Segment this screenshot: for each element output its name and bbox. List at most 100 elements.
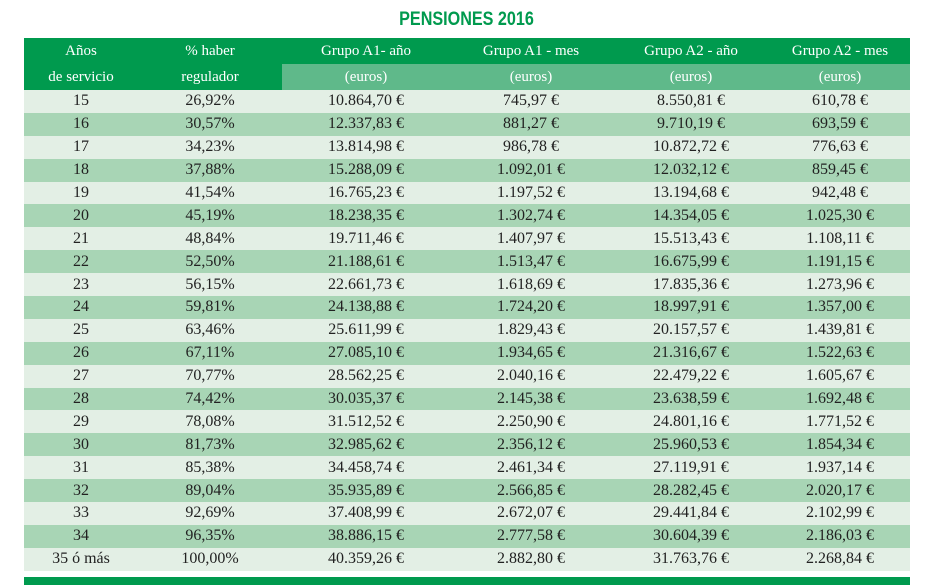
cell-a1-month: 2.566,85 € — [450, 479, 612, 503]
cell-years: 31 — [24, 456, 138, 480]
cell-a2-year: 9.710,19 € — [612, 112, 770, 136]
table-row: 33 92,69% 37.408,99 €2.672,07 €29.441,84 €… — [24, 502, 910, 525]
cell-a1-month: 2.145,38 € — [450, 387, 612, 411]
cell-years: 26 — [24, 341, 138, 365]
cell-percent: 59,81% — [138, 296, 282, 319]
header-a1-month: Grupo A1 - mes — [450, 38, 612, 64]
table-row: 32 89,04% 35.935,89 €2.566,85 €28.282,45 €… — [24, 479, 910, 503]
cell-years: 33 — [24, 502, 138, 525]
table-row: 24 59,81% 24.138,88 €1.724,20 €18.997,91 €… — [24, 296, 910, 319]
cell-percent: 34,23% — [138, 135, 282, 159]
cell-a1-month: 986,78 € — [450, 135, 612, 159]
table-row: 17 34,23% 13.814,98 €986,78 €10.872,72 €77… — [24, 135, 910, 159]
cell-a2-month: 1.108,11 € — [770, 227, 910, 251]
cell-a2-year: 15.513,43 € — [612, 227, 770, 251]
table-row: 16 30,57% 12.337,83 €881,27 €9.710,19 €693… — [24, 112, 910, 136]
header-percent-sub: regulador — [138, 64, 282, 90]
cell-a1-year: 37.408,99 € — [282, 502, 450, 525]
table-row: 18 37,88% 15.288,09 €1.092,01 €12.032,12 €… — [24, 158, 910, 182]
cell-a2-month: 776,63 € — [770, 135, 910, 159]
cell-a2-year: 30.604,39 € — [612, 524, 770, 548]
header-a2-month-unit: (euros) — [770, 64, 910, 90]
cell-a2-year: 28.282,45 € — [612, 479, 770, 503]
cell-a2-year: 24.801,16 € — [612, 410, 770, 434]
cell-a2-month: 1.937,14 € — [770, 456, 910, 480]
cell-a1-year: 34.458,74 € — [282, 456, 450, 480]
cell-percent: 100,00% — [138, 547, 282, 571]
cell-a2-year: 18.997,91 € — [612, 296, 770, 319]
cell-percent: 85,38% — [138, 456, 282, 480]
table-row: 19 41,54% 16.765,23 €1.197,52 €13.194,68 €… — [24, 181, 910, 205]
cell-years: 18 — [24, 158, 138, 182]
header-a1-year-unit: (euros) — [282, 64, 450, 90]
cell-a1-month: 2.777,58 € — [450, 524, 612, 548]
cell-percent: 92,69% — [138, 502, 282, 525]
cell-a1-year: 25.611,99 € — [282, 318, 450, 342]
cell-a1-month: 881,27 € — [450, 112, 612, 136]
cell-a1-month: 1.302,74 € — [450, 204, 612, 228]
cell-a1-year: 13.814,98 € — [282, 135, 450, 159]
cell-a2-year: 21.316,67 € — [612, 341, 770, 365]
table-row: 15 26,92% 10.864,70 €745,97 €8.550,81 €610… — [24, 90, 910, 113]
cell-a2-year: 13.194,68 € — [612, 181, 770, 205]
cell-years: 28 — [24, 387, 138, 411]
cell-a2-month: 942,48 € — [770, 181, 910, 205]
cell-years: 23 — [24, 273, 138, 297]
cell-a2-month: 1.025,30 € — [770, 204, 910, 228]
cell-percent: 74,42% — [138, 387, 282, 411]
table-bottom-bar — [24, 577, 910, 585]
subheader-row: de servicio regulador (euros) (euros) (e… — [24, 64, 910, 90]
cell-a2-month: 1.522,63 € — [770, 341, 910, 365]
cell-a2-year: 20.157,57 € — [612, 318, 770, 342]
cell-a2-year: 29.441,84 € — [612, 502, 770, 525]
cell-a1-year: 27.085,10 € — [282, 341, 450, 365]
cell-years: 29 — [24, 410, 138, 434]
table-row: 30 81,73% 32.985,62 €2.356,12 €25.960,53 €… — [24, 433, 910, 457]
cell-a1-month: 1.513,47 € — [450, 250, 612, 274]
cell-a2-year: 16.675,99 € — [612, 250, 770, 274]
cell-a1-year: 40.359,26 € — [282, 547, 450, 571]
cell-a2-year: 23.638,59 € — [612, 387, 770, 411]
cell-a1-year: 12.337,83 € — [282, 112, 450, 136]
cell-a1-year: 18.238,35 € — [282, 204, 450, 228]
cell-years: 22 — [24, 250, 138, 274]
cell-a2-month: 1.854,34 € — [770, 433, 910, 457]
cell-a1-year: 28.562,25 € — [282, 364, 450, 388]
header-a2-month: Grupo A2 - mes — [770, 38, 910, 64]
cell-a1-month: 1.092,01 € — [450, 158, 612, 182]
table-row: 26 67,11% 27.085,10 €1.934,65 €21.316,67 €… — [24, 341, 910, 365]
table-row: 21 48,84% 19.711,46 €1.407,97 €15.513,43 €… — [24, 227, 910, 251]
cell-a2-year: 27.119,91 € — [612, 456, 770, 480]
cell-a2-month: 610,78 € — [770, 90, 910, 113]
cell-a2-month: 1.439,81 € — [770, 318, 910, 342]
header-a1-month-unit: (euros) — [450, 64, 612, 90]
cell-a2-month: 1.357,00 € — [770, 296, 910, 319]
cell-a1-month: 1.724,20 € — [450, 296, 612, 319]
cell-a2-year: 8.550,81 € — [612, 90, 770, 113]
cell-a2-month: 1.692,48 € — [770, 387, 910, 411]
cell-a2-month: 1.771,52 € — [770, 410, 910, 434]
cell-a1-year: 31.512,52 € — [282, 410, 450, 434]
header-a2-year: Grupo A2 - año — [612, 38, 770, 64]
header-a2-year-unit: (euros) — [612, 64, 770, 90]
cell-years: 21 — [24, 227, 138, 251]
table-row: 35 ó más 100,00% 40.359,26 €2.882,80 €31.7… — [24, 547, 910, 571]
cell-a1-year: 21.188,61 € — [282, 250, 450, 274]
cell-years: 32 — [24, 479, 138, 503]
cell-a2-year: 10.872,72 € — [612, 135, 770, 159]
cell-a2-month: 2.020,17 € — [770, 479, 910, 503]
cell-years: 19 — [24, 181, 138, 205]
cell-percent: 96,35% — [138, 524, 282, 548]
cell-a2-year: 22.479,22 € — [612, 364, 770, 388]
table-row: 31 85,38% 34.458,74 €2.461,34 €27.119,91 €… — [24, 456, 910, 480]
header-percent: % haber — [138, 38, 282, 64]
cell-years: 16 — [24, 112, 138, 136]
cell-percent: 45,19% — [138, 204, 282, 228]
cell-a1-year: 24.138,88 € — [282, 296, 450, 319]
cell-percent: 41,54% — [138, 181, 282, 205]
cell-a1-month: 2.356,12 € — [450, 433, 612, 457]
cell-a2-month: 1.273,96 € — [770, 273, 910, 297]
cell-a2-month: 2.268,84 € — [770, 547, 910, 571]
cell-a1-year: 32.985,62 € — [282, 433, 450, 457]
table-row: 27 70,77% 28.562,25 €2.040,16 €22.479,22 €… — [24, 364, 910, 388]
